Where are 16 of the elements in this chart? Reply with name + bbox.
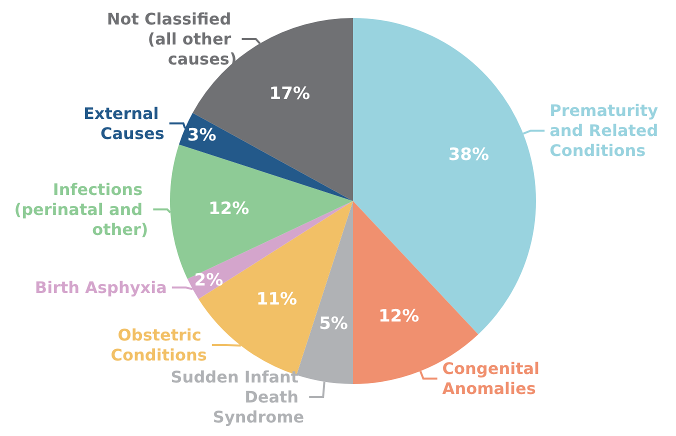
- slice-label: Congenital Anomalies: [442, 359, 546, 398]
- slice-label: Not Classified (all other causes): [106, 10, 237, 68]
- data-label: 38%: [448, 145, 490, 166]
- data-label: 12%: [208, 198, 250, 219]
- slice-label: Birth Asphyxia: [34, 278, 167, 297]
- data-label: 5%: [319, 314, 348, 334]
- data-label: 2%: [194, 270, 224, 290]
- data-label: 3%: [187, 126, 216, 146]
- slice-label: Sudden Infant Death Syndrome: [170, 368, 304, 426]
- slice-label: Prematurity and Related Conditions: [550, 101, 664, 160]
- slice-label: Obstetric Conditions: [110, 326, 207, 364]
- data-label: 11%: [256, 289, 298, 310]
- data-label: 17%: [269, 84, 310, 104]
- slice-label: Infections (perinatal and other): [14, 180, 148, 239]
- data-label: 12%: [378, 306, 420, 327]
- slice-label: External Causes: [83, 104, 164, 143]
